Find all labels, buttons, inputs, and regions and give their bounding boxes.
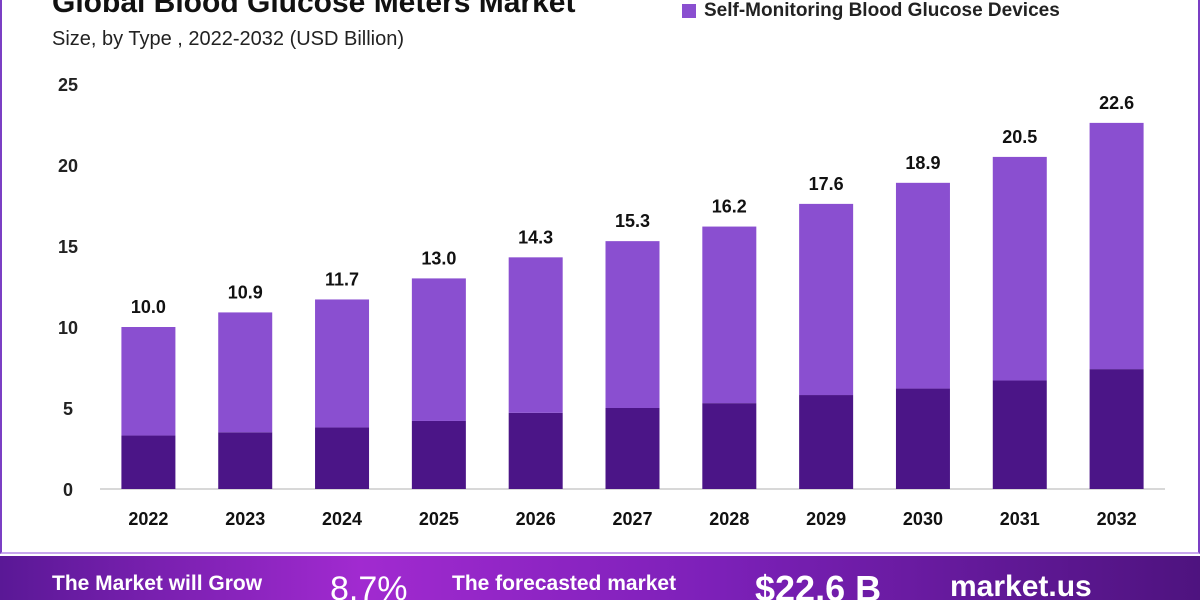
y-tick-label: 5 (63, 399, 73, 419)
y-tick-label: 0 (63, 480, 73, 500)
bar-total-label: 17.6 (809, 174, 844, 194)
legend: Self-Monitoring Blood Glucose Devices (682, 0, 1060, 22)
legend-swatch (682, 4, 696, 18)
bar-chart: 051015202510.0202210.9202311.7202413.020… (58, 75, 1165, 529)
bar-segment-self-monitoring (799, 203, 854, 396)
bar-segment-dark (121, 435, 176, 489)
bar-segment-self-monitoring (992, 156, 1047, 381)
bar-segment-dark (702, 403, 757, 489)
bar-total-label: 10.9 (228, 282, 263, 302)
banner-forecast-text: The forecasted market (452, 572, 677, 595)
x-tick-label: 2026 (516, 509, 556, 529)
bar-total-label: 14.3 (518, 227, 553, 247)
bar-segment-dark (218, 432, 273, 489)
bar-segment-self-monitoring (1089, 122, 1144, 370)
bar-segment-self-monitoring (411, 278, 466, 421)
bar-total-label: 20.5 (1002, 127, 1037, 147)
bar-segment-dark (992, 380, 1047, 489)
bar-segment-self-monitoring (315, 299, 370, 428)
y-tick-label: 20 (58, 156, 78, 176)
bottom-banner: The Market will Grow 8.7% The forecasted… (0, 556, 1200, 609)
bar-total-label: 13.0 (421, 248, 456, 268)
bar-total-label: 11.7 (325, 269, 359, 289)
chart-title: Global Blood Glucose Meters Market (52, 0, 576, 19)
bar-segment-dark (895, 388, 950, 489)
banner-forecast-value: $22.6 B (755, 568, 882, 609)
bar-segment-dark (315, 427, 370, 489)
bar-segment-self-monitoring (895, 182, 950, 389)
bar-segment-self-monitoring (605, 241, 660, 408)
banner-cagr: 8.7% (330, 570, 408, 608)
x-tick-label: 2025 (419, 509, 459, 529)
y-tick-label: 15 (58, 237, 78, 257)
x-tick-label: 2031 (1000, 509, 1040, 529)
x-tick-label: 2024 (322, 509, 362, 529)
x-tick-label: 2028 (709, 509, 749, 529)
banner-grow-text: The Market will Grow (52, 572, 263, 595)
bar-total-label: 18.9 (905, 153, 940, 173)
chart-subtitle: Size, by Type , 2022-2032 (USD Billion) (52, 28, 405, 50)
x-tick-label: 2030 (903, 509, 943, 529)
x-tick-label: 2027 (612, 509, 652, 529)
x-tick-label: 2022 (128, 509, 168, 529)
y-tick-label: 10 (58, 318, 78, 338)
x-tick-label: 2029 (806, 509, 846, 529)
y-tick-label: 25 (58, 75, 78, 95)
bar-total-label: 16.2 (712, 197, 747, 217)
bar-segment-self-monitoring (218, 312, 273, 433)
bar-total-label: 22.6 (1099, 93, 1134, 113)
bar-segment-self-monitoring (121, 327, 176, 436)
bar-segment-dark (508, 412, 563, 489)
chart-frame (0, 0, 1200, 554)
bar-segment-self-monitoring (508, 257, 563, 413)
bar-segment-dark (1089, 369, 1144, 489)
bar-segment-dark (799, 395, 854, 489)
bar-segment-self-monitoring (702, 226, 757, 404)
x-tick-label: 2032 (1097, 509, 1137, 529)
legend-label: Self-Monitoring Blood Glucose Devices (704, 0, 1060, 21)
bar-segment-dark (411, 420, 466, 489)
x-tick-label: 2023 (225, 509, 265, 529)
bar-segment-dark (605, 408, 660, 489)
banner-brand-logo: market.us (950, 570, 1092, 603)
bar-total-label: 15.3 (615, 211, 650, 231)
bar-total-label: 10.0 (131, 297, 166, 317)
